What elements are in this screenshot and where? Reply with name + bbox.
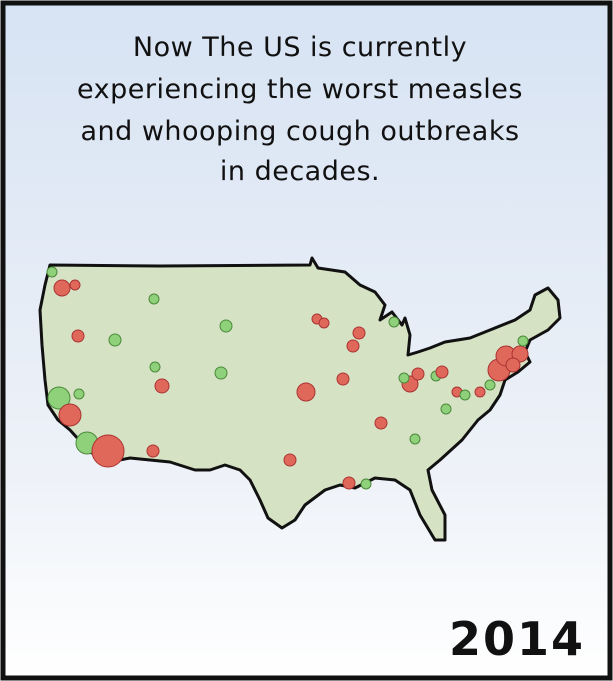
pertussis-dot [73, 388, 85, 400]
caption-line: experiencing the worst measles [77, 74, 523, 105]
pertussis-dot [214, 366, 228, 380]
measles-dot [53, 279, 71, 297]
measles-dot [346, 339, 360, 353]
pertussis-dot [409, 433, 421, 445]
measles-dot [296, 382, 316, 402]
year-label: 2014 [449, 612, 585, 666]
pertussis-dot [46, 266, 58, 278]
measles-dot [336, 372, 350, 386]
measles-dot [283, 453, 297, 467]
pertussis-dot [108, 333, 122, 347]
pertussis-dot [440, 403, 452, 415]
measles-dot [374, 416, 388, 430]
caption-line: and whooping cough outbreaks [80, 116, 519, 147]
measles-dot [154, 378, 170, 394]
pertussis-dot [360, 478, 372, 490]
caption-line: Now The US is currently [133, 32, 467, 63]
measles-dot [71, 329, 85, 343]
measles-dot [411, 367, 425, 381]
caption: Now The US is currently experiencing the… [77, 32, 523, 187]
measles-dot [352, 326, 366, 340]
pertussis-dot [484, 379, 496, 391]
pertussis-dot [398, 372, 410, 384]
measles-dot [435, 365, 449, 379]
pertussis-dot [517, 335, 529, 347]
pertussis-dot [219, 319, 233, 333]
caption-line: in decades. [220, 156, 380, 187]
measles-dot [91, 434, 125, 468]
pertussis-dot [388, 316, 400, 328]
measles-dot [58, 403, 82, 427]
pertussis-dot [47, 386, 71, 410]
measles-dot [474, 386, 486, 398]
measles-dot [69, 279, 81, 291]
pertussis-dot [148, 293, 160, 305]
measles-dot [342, 476, 356, 490]
measles-dot [511, 345, 529, 363]
measles-dot [505, 357, 521, 373]
pertussis-dot [149, 361, 161, 373]
pertussis-dot [459, 389, 471, 401]
measles-dot [318, 317, 330, 329]
outbreak-dots [46, 266, 529, 490]
measles-dot [146, 444, 160, 458]
